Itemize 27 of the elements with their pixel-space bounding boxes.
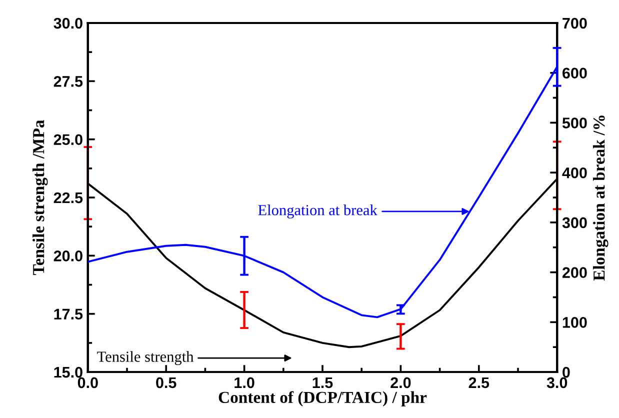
y2-tick-label: 500: [562, 118, 587, 128]
y-tick-label: 27.5: [54, 76, 83, 87]
y-tick-label: 15.0: [54, 366, 82, 378]
annotation: Elongation at break: [258, 204, 378, 218]
x-tick-label: 3.0: [546, 377, 568, 388]
y-tick-label: 20.0: [54, 250, 82, 262]
x-tick-label: 0.5: [156, 377, 176, 388]
x-tick-label: 0.0: [78, 377, 98, 388]
x-tick-label: 2.0: [390, 377, 411, 388]
y2-tick-label: 600: [562, 68, 587, 79]
x-axis-title: Content of (DCP/TAIC) / phr: [218, 391, 427, 406]
y-axis-title: Tensile strength /MPa: [32, 120, 48, 276]
y-tick-label: 17.5: [54, 308, 83, 320]
y2-axis-title: Elongation at break /%: [593, 116, 608, 281]
x-tick-label: 1.0: [234, 377, 254, 388]
y2-tick-label: 700: [562, 18, 587, 29]
x-tick-label: 1.5: [312, 377, 333, 388]
y2-tick-label: 200: [562, 267, 587, 278]
y-tick-label: 30.0: [54, 18, 82, 29]
y2-tick-label: 400: [562, 167, 587, 178]
y2-tick-label: 0: [562, 366, 570, 378]
y-tick-label: 25.0: [54, 134, 82, 146]
x-tick-label: 2.5: [468, 377, 490, 388]
y2-tick-label: 300: [562, 217, 587, 228]
y-tick-label: 22.5: [54, 192, 83, 204]
annotation: Tensile strength: [97, 351, 194, 366]
y2-tick-label: 100: [562, 317, 587, 328]
